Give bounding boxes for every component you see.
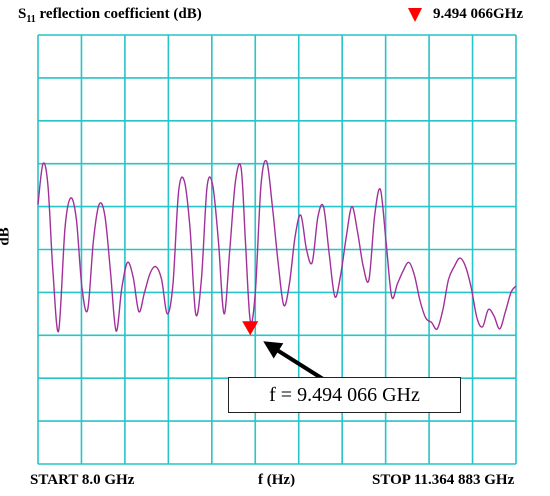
trace-series xyxy=(37,159,517,333)
stop-frequency-label: STOP 11.364 883 GHz xyxy=(372,472,515,488)
reflection-trace-line xyxy=(37,159,517,333)
marker-readout-value: 9.494 066GHz xyxy=(433,6,523,22)
start-frequency-label: START 8.0 GHz xyxy=(30,472,135,488)
annotation-arrow xyxy=(263,341,325,381)
annotation-box: f = 9.494 066 GHz xyxy=(228,377,461,413)
annotation-text: f = 9.494 066 GHz xyxy=(269,383,420,406)
marker-triangle-icon xyxy=(408,7,422,22)
marker-triangle xyxy=(242,321,259,336)
arrow-head xyxy=(263,341,284,359)
chart-title: S11 reflection coefficient (dB) xyxy=(18,6,202,25)
y-axis-label: dB xyxy=(0,227,13,246)
marker-readout: 9.494 066GHz xyxy=(408,6,523,23)
marker xyxy=(242,321,259,336)
arrow-shaft xyxy=(274,347,325,381)
x-axis-label: f (Hz) xyxy=(258,472,296,488)
